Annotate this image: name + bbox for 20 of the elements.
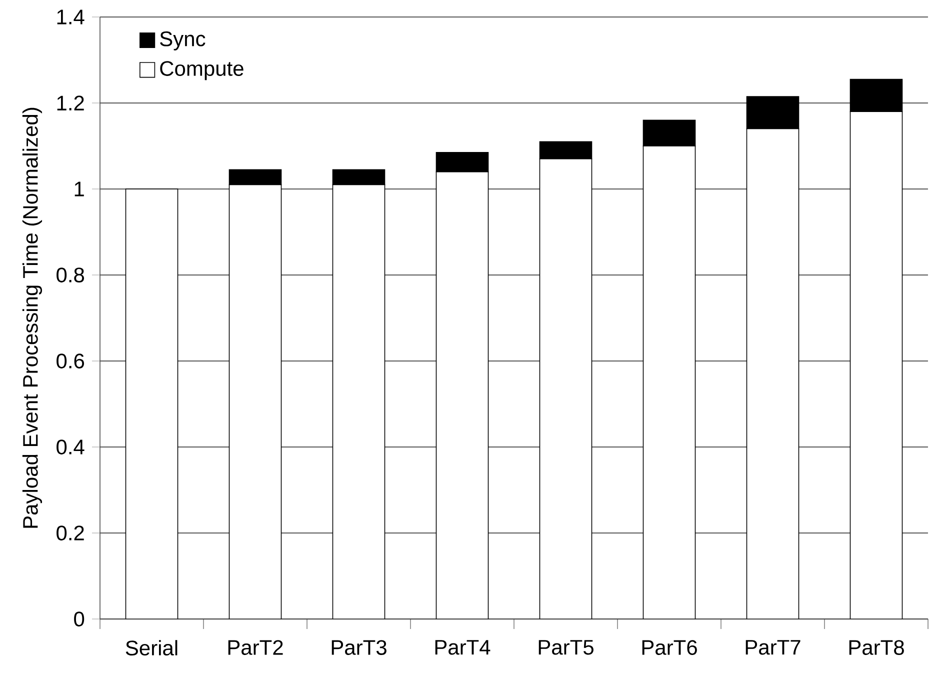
y-tick-label: 1.2 [57, 96, 84, 110]
x-tick-label: ParT3 [332, 640, 386, 655]
y-tick-label: 1 [74, 182, 84, 196]
y-tick-label: 0.2 [56, 526, 84, 540]
y-tick-label: 1.4 [57, 10, 84, 24]
x-tick-label: ParT5 [538, 640, 594, 655]
legend-label: Compute [160, 61, 244, 80]
x-tick-label: Serial [126, 640, 178, 656]
x-tick-label: ParT2 [228, 640, 283, 655]
bar [125, 188, 178, 619]
x-tick-label: ParT8 [849, 640, 904, 655]
x-tick-label: ParT7 [746, 640, 800, 655]
x-tick-label: ParT4 [435, 640, 490, 655]
y-tick-label: 0 [74, 612, 84, 626]
y-axis-title: Payload Event Processing Time (Normalized) [22, 108, 42, 528]
y-tick-label: 0.6 [56, 354, 84, 368]
y-tick-label: 0.4 [56, 440, 84, 454]
y-tick-label: 0.8 [56, 268, 84, 282]
x-tick-label: ParT6 [642, 640, 697, 655]
legend-label: Sync [160, 31, 206, 50]
